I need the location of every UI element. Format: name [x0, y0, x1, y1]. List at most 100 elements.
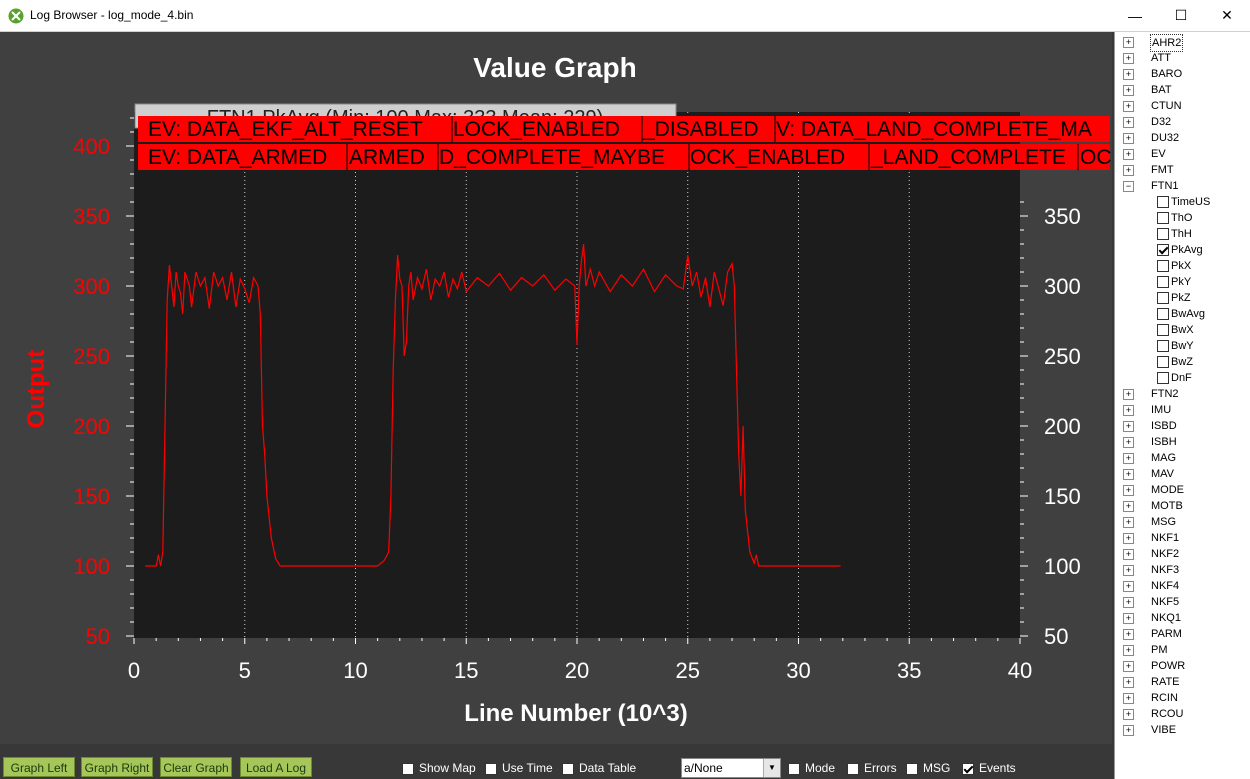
expand-icon[interactable]: + — [1123, 485, 1134, 496]
tree-item-att[interactable]: + ATT — [1115, 50, 1250, 66]
expand-icon[interactable]: + — [1123, 565, 1134, 576]
expand-icon[interactable]: + — [1123, 133, 1134, 144]
expand-icon[interactable]: + — [1123, 53, 1134, 64]
tree-item-vibe[interactable]: + VIBE — [1115, 722, 1250, 738]
tree-item-rcin[interactable]: + RCIN — [1115, 690, 1250, 706]
tree-field-pkavg[interactable]: PkAvg — [1157, 242, 1203, 258]
tree-field-bwy[interactable]: BwY — [1157, 338, 1194, 354]
expand-icon[interactable]: + — [1123, 85, 1134, 96]
field-checkbox[interactable] — [1157, 324, 1169, 337]
field-checkbox[interactable] — [1157, 228, 1169, 241]
expand-icon[interactable]: + — [1123, 101, 1134, 112]
expand-icon[interactable]: + — [1123, 597, 1134, 608]
expand-icon[interactable]: + — [1123, 501, 1134, 512]
tree-item-nkq1[interactable]: + NKQ1 — [1115, 610, 1250, 626]
mode-checkbox[interactable]: Mode — [788, 761, 835, 775]
graph-panel[interactable]: 50 100 150 200 250 300 350 400 50 100 150 200 250 30… — [0, 32, 1126, 744]
tree-item-mag[interactable]: + MAG — [1115, 450, 1250, 466]
expand-icon[interactable]: + — [1123, 613, 1134, 624]
events-checkbox[interactable]: Events — [962, 761, 1016, 775]
expand-icon[interactable]: + — [1123, 661, 1134, 672]
tree-item-parm[interactable]: + PARM — [1115, 626, 1250, 642]
expand-icon[interactable]: + — [1123, 693, 1134, 704]
expand-icon[interactable]: + — [1123, 437, 1134, 448]
graph-right-button[interactable]: Graph Right — [81, 757, 153, 777]
field-checkbox[interactable] — [1157, 372, 1169, 385]
tree-field-tho[interactable]: ThO — [1157, 210, 1192, 226]
errors-box[interactable] — [847, 762, 859, 775]
msg-checkbox[interactable]: MSG — [906, 761, 950, 775]
tree-field-pkx[interactable]: PkX — [1157, 258, 1191, 274]
expand-icon[interactable]: + — [1123, 37, 1134, 48]
tree-item-motb[interactable]: + MOTB — [1115, 498, 1250, 514]
tree-item-nkf2[interactable]: + NKF2 — [1115, 546, 1250, 562]
maximize-button[interactable]: ☐ — [1174, 7, 1188, 23]
data-table-box[interactable] — [562, 762, 574, 775]
tree-field-bwavg[interactable]: BwAvg — [1157, 306, 1205, 322]
tree-item-baro[interactable]: + BARO — [1115, 66, 1250, 82]
tree-field-pkz[interactable]: PkZ — [1157, 290, 1191, 306]
expand-icon[interactable]: + — [1123, 629, 1134, 640]
collapse-icon[interactable]: − — [1123, 181, 1134, 192]
expand-icon[interactable]: + — [1123, 533, 1134, 544]
expand-icon[interactable]: + — [1123, 517, 1134, 528]
field-checkbox[interactable] — [1157, 292, 1169, 305]
show-map-box[interactable] — [402, 762, 414, 775]
tree-item-rcou[interactable]: + RCOU — [1115, 706, 1250, 722]
tree-field-dnf[interactable]: DnF — [1157, 370, 1192, 386]
events-box[interactable] — [962, 762, 974, 775]
graph-left-button[interactable]: Graph Left — [3, 757, 75, 777]
tree-item-nkf3[interactable]: + NKF3 — [1115, 562, 1250, 578]
expand-icon[interactable]: + — [1123, 421, 1134, 432]
tree-item-nkf4[interactable]: + NKF4 — [1115, 578, 1250, 594]
field-checkbox[interactable] — [1157, 276, 1169, 289]
field-checkbox[interactable] — [1157, 340, 1169, 353]
field-checkbox[interactable] — [1157, 308, 1169, 321]
tree-item-pm[interactable]: + PM — [1115, 642, 1250, 658]
data-table-checkbox[interactable]: Data Table — [562, 761, 636, 775]
use-time-box[interactable] — [485, 762, 497, 775]
field-tree[interactable]: + AHR2 + ATT + BARO + BAT + CTUN + D32 + DU32 + EV + FMT −… — [1114, 32, 1250, 779]
expand-icon[interactable]: + — [1123, 453, 1134, 464]
tree-item-imu[interactable]: + IMU — [1115, 402, 1250, 418]
chevron-down-icon[interactable]: ▼ — [763, 759, 780, 777]
field-checkbox[interactable] — [1157, 244, 1169, 257]
minimize-button[interactable]: — — [1128, 7, 1142, 24]
expand-icon[interactable]: + — [1123, 581, 1134, 592]
tree-item-ftn1[interactable]: − FTN1 — [1115, 178, 1250, 194]
clear-graph-button[interactable]: Clear Graph — [160, 757, 232, 777]
tree-item-ahr2[interactable]: + AHR2 — [1115, 34, 1250, 52]
tree-item-ctun[interactable]: + CTUN — [1115, 98, 1250, 114]
tree-item-ev[interactable]: + EV — [1115, 146, 1250, 162]
expand-icon[interactable]: + — [1123, 549, 1134, 560]
expand-icon[interactable]: + — [1123, 69, 1134, 80]
tree-field-bwx[interactable]: BwX — [1157, 322, 1194, 338]
tree-item-nkf1[interactable]: + NKF1 — [1115, 530, 1250, 546]
tree-item-powr[interactable]: + POWR — [1115, 658, 1250, 674]
expand-icon[interactable]: + — [1123, 389, 1134, 400]
mode-box[interactable] — [788, 762, 800, 775]
tree-field-thh[interactable]: ThH — [1157, 226, 1192, 242]
use-time-checkbox[interactable]: Use Time — [485, 761, 553, 775]
expand-icon[interactable]: + — [1123, 149, 1134, 160]
expand-icon[interactable]: + — [1123, 709, 1134, 720]
tree-item-bat[interactable]: + BAT — [1115, 82, 1250, 98]
expand-icon[interactable]: + — [1123, 117, 1134, 128]
load-log-button[interactable]: Load A Log — [240, 757, 312, 777]
tree-item-fmt[interactable]: + FMT — [1115, 162, 1250, 178]
tree-item-mode[interactable]: + MODE — [1115, 482, 1250, 498]
tree-item-isbd[interactable]: + ISBD — [1115, 418, 1250, 434]
expand-icon[interactable]: + — [1123, 405, 1134, 416]
field-checkbox[interactable] — [1157, 356, 1169, 369]
tree-item-isbh[interactable]: + ISBH — [1115, 434, 1250, 450]
expand-icon[interactable]: + — [1123, 469, 1134, 480]
expand-icon[interactable]: + — [1123, 645, 1134, 656]
tree-item-du32[interactable]: + DU32 — [1115, 130, 1250, 146]
tree-field-pky[interactable]: PkY — [1157, 274, 1191, 290]
tree-item-msg[interactable]: + MSG — [1115, 514, 1250, 530]
message-select[interactable]: a/None ▼ — [681, 758, 781, 778]
show-map-checkbox[interactable]: Show Map — [402, 761, 476, 775]
errors-checkbox[interactable]: Errors — [847, 761, 897, 775]
tree-field-bwz[interactable]: BwZ — [1157, 354, 1193, 370]
